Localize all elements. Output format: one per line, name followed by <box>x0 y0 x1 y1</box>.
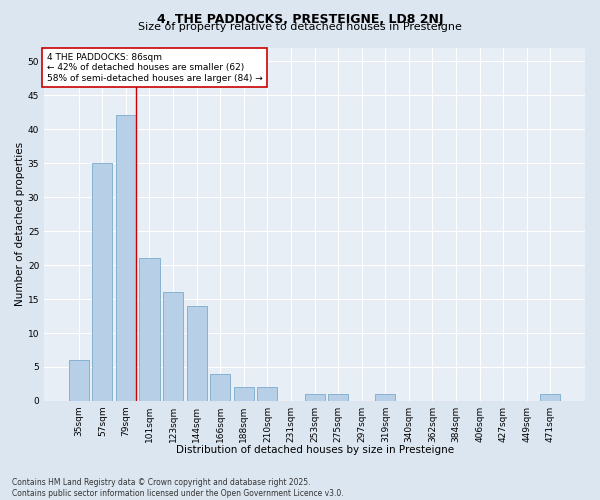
Bar <box>234 388 254 401</box>
Bar <box>187 306 206 401</box>
Bar <box>257 388 277 401</box>
Bar <box>139 258 160 401</box>
Bar <box>541 394 560 401</box>
Text: Contains HM Land Registry data © Crown copyright and database right 2025.
Contai: Contains HM Land Registry data © Crown c… <box>12 478 344 498</box>
Bar <box>163 292 183 401</box>
Y-axis label: Number of detached properties: Number of detached properties <box>15 142 25 306</box>
Bar <box>305 394 325 401</box>
Bar <box>328 394 348 401</box>
Text: Size of property relative to detached houses in Presteigne: Size of property relative to detached ho… <box>138 22 462 32</box>
Text: 4 THE PADDOCKS: 86sqm
← 42% of detached houses are smaller (62)
58% of semi-deta: 4 THE PADDOCKS: 86sqm ← 42% of detached … <box>47 53 263 82</box>
Bar <box>116 116 136 401</box>
Text: 4, THE PADDOCKS, PRESTEIGNE, LD8 2NJ: 4, THE PADDOCKS, PRESTEIGNE, LD8 2NJ <box>157 12 443 26</box>
Bar <box>210 374 230 401</box>
X-axis label: Distribution of detached houses by size in Presteigne: Distribution of detached houses by size … <box>176 445 454 455</box>
Bar <box>69 360 89 401</box>
Bar <box>92 163 112 401</box>
Bar <box>375 394 395 401</box>
